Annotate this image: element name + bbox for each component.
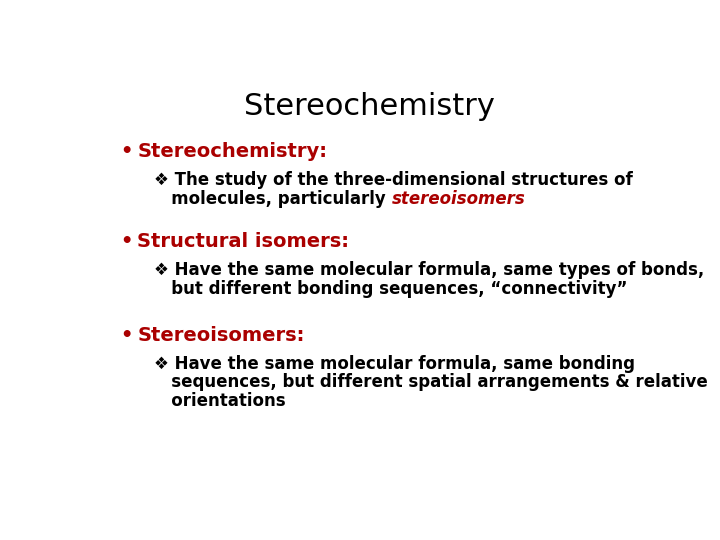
Text: •: •	[121, 232, 133, 251]
Text: •: •	[121, 141, 133, 161]
Text: Stereochemistry: Stereochemistry	[243, 92, 495, 121]
Text: Stereoisomers:: Stereoisomers:	[138, 326, 305, 345]
Text: stereoisomers: stereoisomers	[392, 190, 526, 207]
Text: ❖ Have the same molecular formula, same types of bonds,: ❖ Have the same molecular formula, same …	[154, 261, 704, 279]
Text: molecules, particularly: molecules, particularly	[154, 190, 392, 207]
Text: orientations: orientations	[154, 392, 286, 410]
Text: ❖ The study of the three-dimensional structures of: ❖ The study of the three-dimensional str…	[154, 171, 633, 189]
Text: but different bonding sequences, “connectivity”: but different bonding sequences, “connec…	[154, 280, 628, 298]
Text: Stereochemistry:: Stereochemistry:	[138, 141, 328, 161]
Text: ❖ Have the same molecular formula, same bonding: ❖ Have the same molecular formula, same …	[154, 355, 635, 373]
Text: Structural isomers:: Structural isomers:	[138, 232, 349, 251]
Text: sequences, but different spatial arrangements & relative: sequences, but different spatial arrange…	[154, 373, 708, 392]
Text: •: •	[121, 326, 133, 345]
